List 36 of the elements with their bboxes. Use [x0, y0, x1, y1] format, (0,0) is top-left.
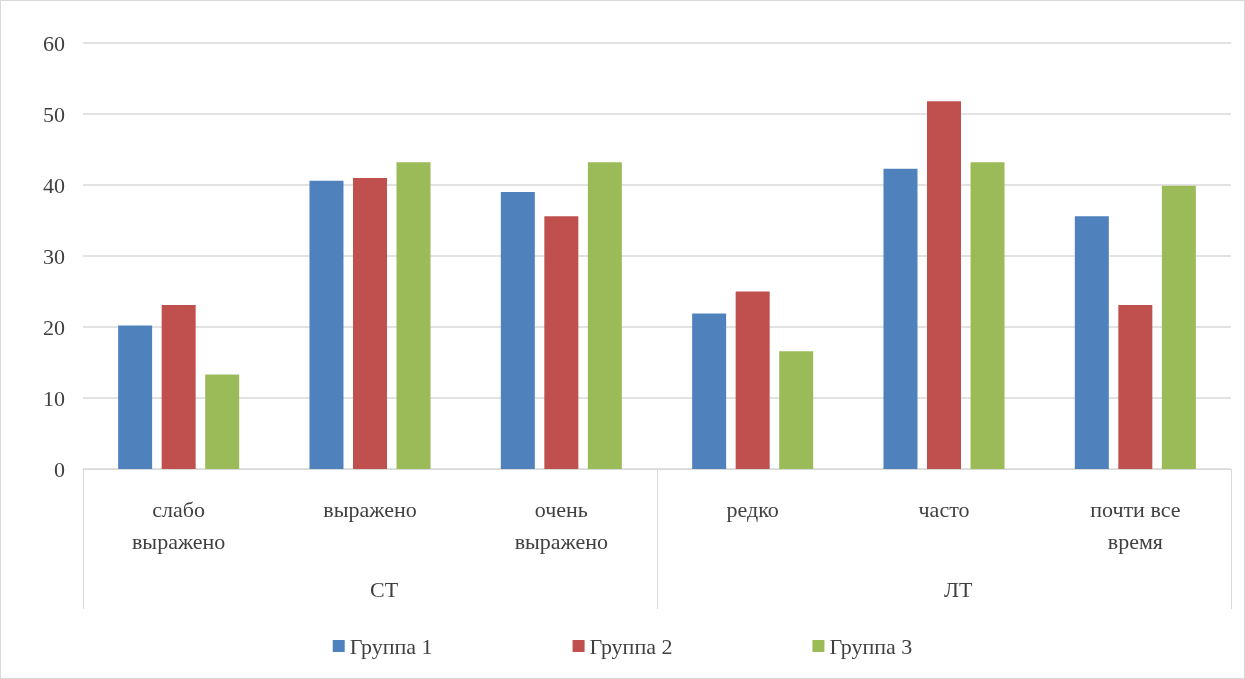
legend-label: Группа 3 [829, 633, 913, 659]
bar [970, 162, 1005, 469]
y-tick-label: 0 [54, 456, 65, 482]
bar [927, 101, 961, 469]
bar [1161, 185, 1196, 469]
bar [500, 192, 535, 469]
bar [587, 162, 622, 469]
y-tick-label: 60 [43, 30, 65, 56]
bar [396, 162, 431, 469]
y-tick-label: 20 [43, 314, 65, 340]
x-tick-label: очень выражено [514, 496, 609, 554]
bar [735, 291, 770, 469]
bar [883, 168, 918, 469]
bar [309, 180, 344, 469]
y-tick-label: 50 [43, 101, 65, 127]
x-tick-label: почти все время [1090, 496, 1181, 554]
x-tick-label: часто [918, 496, 970, 522]
bar [692, 313, 727, 469]
bar [353, 177, 387, 469]
legend-label: Группа 2 [589, 633, 673, 659]
x-tick-label: выражено [323, 496, 417, 522]
text: ЛТ [944, 576, 973, 602]
y-tick-label: 40 [43, 172, 65, 198]
text: СТ [369, 576, 399, 602]
y-tick-label: 10 [43, 385, 65, 411]
bar [1074, 216, 1109, 469]
bar [205, 374, 240, 469]
x-tick-label: редко [726, 496, 779, 522]
x-tick-label: слабо выражено [131, 496, 226, 554]
y-tick-label: 30 [43, 243, 65, 269]
bar [779, 351, 814, 469]
bar [118, 325, 153, 469]
bar [161, 304, 196, 469]
legend-label: Группа 1 [349, 633, 433, 659]
bar [1118, 304, 1153, 469]
bar [544, 216, 579, 469]
